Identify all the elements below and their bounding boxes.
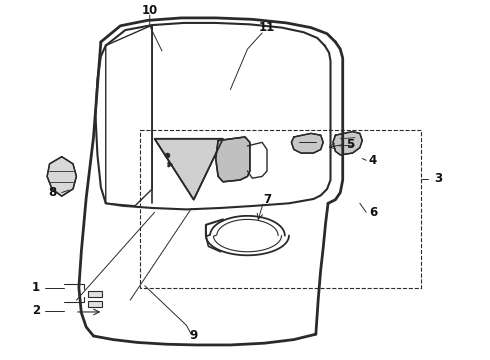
- Text: 11: 11: [259, 21, 275, 34]
- Polygon shape: [47, 157, 76, 196]
- Polygon shape: [292, 134, 323, 153]
- Polygon shape: [333, 132, 362, 155]
- Text: 2: 2: [32, 305, 40, 318]
- Text: 8: 8: [48, 186, 56, 199]
- Text: 10: 10: [142, 4, 158, 17]
- Bar: [88, 301, 102, 307]
- Text: 4: 4: [369, 154, 377, 167]
- Bar: [88, 291, 102, 297]
- Text: 1: 1: [32, 281, 40, 294]
- Text: 9: 9: [190, 329, 198, 342]
- Text: 5: 5: [346, 138, 354, 150]
- Text: 3: 3: [434, 172, 442, 185]
- Polygon shape: [216, 137, 250, 182]
- Text: 7: 7: [263, 193, 271, 206]
- Polygon shape: [155, 139, 223, 200]
- Text: 6: 6: [369, 206, 377, 219]
